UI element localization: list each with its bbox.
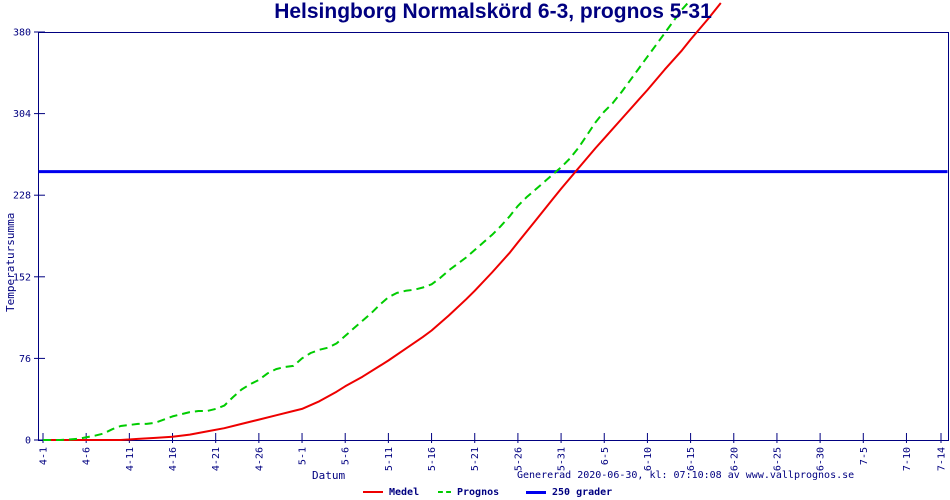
medel-line xyxy=(43,2,722,441)
legend-item-prognos: Prognos xyxy=(438,486,499,498)
x-tick-label: 5-16 xyxy=(427,447,438,471)
x-tick-label: 5-11 xyxy=(384,447,395,471)
x-tick-label: 7-10 xyxy=(902,447,913,471)
x-tick-label: 7-5 xyxy=(859,447,870,465)
x-tick-label: 4-21 xyxy=(211,447,222,471)
x-tick-label: 5-21 xyxy=(470,447,481,471)
x-axis-title: Datum xyxy=(312,469,346,482)
x-tick-label: 6-5 xyxy=(600,447,611,465)
x-tick-label: 4-1 xyxy=(39,447,50,465)
legend-label-prognos: Prognos xyxy=(457,486,500,498)
x-tick-label: 5-26 xyxy=(513,447,524,471)
x-tick-label: 4-16 xyxy=(168,447,179,471)
medel-line-swatch xyxy=(363,491,383,493)
x-tick-label: 5-6 xyxy=(341,447,352,465)
x-tick-label: 5-1 xyxy=(298,447,309,465)
y-tick-label: 76 xyxy=(19,354,31,365)
y-tick-label: 228 xyxy=(13,191,31,202)
prognos-line-swatch xyxy=(438,491,451,493)
x-tick-label: 4-11 xyxy=(125,447,136,471)
x-tick-label: 6-15 xyxy=(686,447,697,471)
y-tick-label: 304 xyxy=(13,109,31,120)
x-tick-label: 6-10 xyxy=(643,447,654,471)
x-tick-label: 4-6 xyxy=(82,447,93,465)
x-tick-label: 4-26 xyxy=(254,447,265,471)
legend: Medel Prognos 250 grader xyxy=(0,486,950,500)
x-tick-label: 6-20 xyxy=(729,447,740,471)
y-axis-title: Temperatursumma xyxy=(4,212,17,312)
chart-title: Helsingborg Normalskörd 6-3, prognos 5-3… xyxy=(274,0,712,23)
threshold-line-swatch xyxy=(526,490,546,494)
legend-label-250-grader: 250 grader xyxy=(552,486,613,498)
plot-border xyxy=(38,32,949,441)
legend-item-medel: Medel xyxy=(363,486,419,498)
y-tick-label: 0 xyxy=(25,436,31,447)
x-tick-label: 5-31 xyxy=(557,447,568,471)
legend-item-250-grader: 250 grader xyxy=(526,486,612,498)
prognos-line xyxy=(43,0,692,441)
y-tick-label: 380 xyxy=(13,28,31,39)
legend-label-medel: Medel xyxy=(389,486,420,498)
x-tick-label: 6-25 xyxy=(772,447,783,471)
x-tick-label: 7-14 xyxy=(937,447,948,471)
y-tick-label: 152 xyxy=(13,272,31,283)
footer-text: Genererad 2020-06-30, kl: 07:10:08 av ww… xyxy=(517,470,855,481)
x-tick-label: 6-30 xyxy=(816,447,827,471)
